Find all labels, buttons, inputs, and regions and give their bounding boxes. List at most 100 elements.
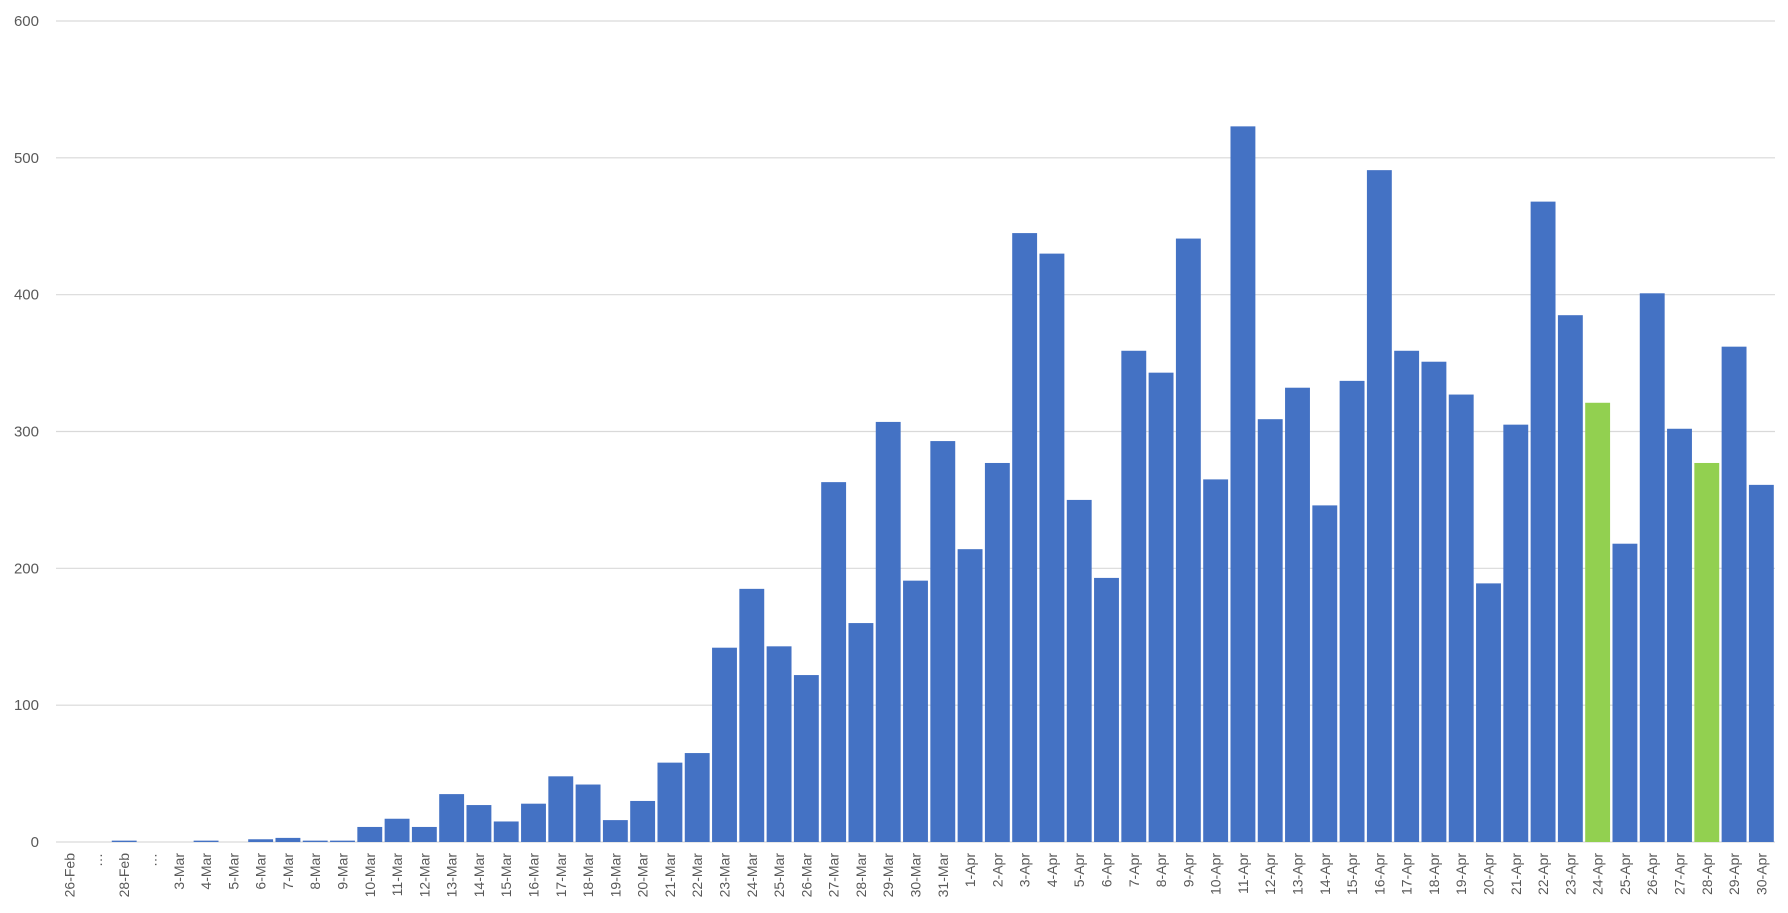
bar-9-Apr <box>1175 238 1201 842</box>
bar-4-Apr <box>1039 253 1065 842</box>
y-axis-tick-labels: 0 100 200 300 400 500 600 <box>14 13 39 851</box>
x-tick-label: 13-Mar <box>444 853 460 898</box>
bar-3-Apr <box>1012 233 1038 842</box>
bar-7-Mar <box>275 837 301 842</box>
bar-29-Apr <box>1721 346 1747 842</box>
x-tick-label: 30-Mar <box>908 853 924 898</box>
x-tick-label: 25-Apr <box>1617 853 1633 895</box>
y-tick-label: 500 <box>14 150 39 167</box>
bar-16-Mar <box>521 803 546 842</box>
bar-7-Apr <box>1121 350 1147 842</box>
x-tick-label: 7-Apr <box>1126 853 1142 888</box>
bar-11-Apr <box>1230 126 1256 842</box>
bar-6-Apr <box>1094 577 1119 842</box>
x-tick-label: 22-Apr <box>1535 853 1551 895</box>
bar-27-Apr <box>1667 428 1692 842</box>
x-tick-label: 3-Mar <box>171 853 187 890</box>
bar-23-Apr <box>1557 315 1583 843</box>
x-tick-label: 29-Mar <box>880 853 896 898</box>
x-tick-label: 26-Apr <box>1644 853 1660 895</box>
bar-10-Mar <box>357 826 383 842</box>
bar-14-Mar <box>466 805 492 842</box>
x-tick-label: 24-Mar <box>744 853 760 898</box>
x-tick-label: 8-Mar <box>307 853 323 890</box>
x-tick-label: … <box>144 853 160 867</box>
x-tick-label: 4-Mar <box>198 853 214 890</box>
x-tick-label: 13-Apr <box>1290 853 1306 895</box>
x-tick-label: 31-Mar <box>935 853 951 898</box>
x-tick-label: 30-Apr <box>1753 853 1769 895</box>
x-tick-label: 27-Apr <box>1672 853 1688 895</box>
x-tick-label: 6-Apr <box>1099 853 1115 888</box>
x-tick-label: 16-Mar <box>526 853 542 898</box>
bar-21-Apr <box>1503 424 1529 842</box>
x-tick-label: 20-Apr <box>1481 853 1497 895</box>
bar-30-Mar <box>903 580 928 842</box>
x-tick-label: 26-Feb <box>62 853 78 898</box>
x-axis-tick-labels: 26-Feb … 28-Feb … 3-Mar 4-Mar 5-Mar 6-Mar 7-Mar 8… <box>62 853 1770 898</box>
bar-24-Mar <box>739 588 765 842</box>
bar-2-Apr <box>984 462 1010 842</box>
bar-11-Mar <box>384 818 410 842</box>
bar-27-Mar <box>821 482 847 842</box>
bar-8-Mar <box>302 840 328 842</box>
bar-9-Mar <box>330 840 355 842</box>
bar-12-Apr <box>1257 419 1283 842</box>
bar-19-Mar <box>602 820 628 842</box>
x-tick-label: 6-Mar <box>253 853 269 890</box>
bar-22-Apr <box>1530 201 1556 842</box>
x-tick-label: 10-Mar <box>362 853 378 898</box>
bars <box>111 126 1774 843</box>
x-tick-label: 24-Apr <box>1590 853 1606 895</box>
y-tick-label: 600 <box>14 13 39 30</box>
x-tick-label: 8-Apr <box>1153 853 1169 888</box>
x-tick-label: 17-Apr <box>1399 853 1415 895</box>
bar-13-Apr <box>1285 387 1310 842</box>
x-tick-label: 1-Apr <box>962 853 978 888</box>
gridlines <box>56 20 1775 843</box>
bar-4-Mar <box>193 840 219 842</box>
x-tick-label: 21-Apr <box>1508 853 1524 895</box>
x-tick-label: 14-Apr <box>1317 853 1333 895</box>
x-tick-label: 25-Mar <box>771 853 787 898</box>
bar-21-Mar <box>657 762 683 842</box>
x-tick-label: 2-Apr <box>989 853 1005 888</box>
y-tick-label: 100 <box>14 697 39 714</box>
x-tick-label: 26-Mar <box>798 853 814 898</box>
x-tick-label: 17-Mar <box>553 853 569 898</box>
bar-16-Apr <box>1366 170 1392 843</box>
bar-19-Apr <box>1448 394 1474 842</box>
x-tick-label: 28-Apr <box>1699 853 1715 895</box>
bar-18-Mar <box>575 784 601 842</box>
bar-30-Apr <box>1748 484 1774 842</box>
x-tick-label: 18-Apr <box>1426 853 1442 895</box>
x-tick-label: 18-Mar <box>580 853 596 898</box>
x-tick-label: 16-Apr <box>1371 853 1387 895</box>
bar-25-Mar <box>766 646 792 842</box>
x-tick-label: … <box>89 853 105 867</box>
x-tick-label: 4-Apr <box>1044 853 1060 888</box>
bar-28-Feb <box>111 840 137 842</box>
bar-22-Mar <box>684 753 710 842</box>
x-tick-label: 23-Mar <box>717 853 733 898</box>
x-tick-label: 20-Mar <box>635 853 651 898</box>
x-tick-label: 5-Apr <box>1071 853 1087 888</box>
bar-23-Mar <box>712 647 737 842</box>
x-tick-label: 21-Mar <box>662 853 678 898</box>
bar-31-Mar <box>930 441 956 842</box>
x-tick-label: 28-Feb <box>116 853 132 898</box>
x-tick-label: 28-Mar <box>853 853 869 898</box>
bar-6-Mar <box>248 839 274 842</box>
x-tick-label: 9-Apr <box>1180 853 1196 888</box>
x-tick-label: 23-Apr <box>1562 853 1578 895</box>
x-tick-label: 12-Mar <box>416 853 432 898</box>
bar-5-Apr <box>1066 499 1092 842</box>
bar-20-Apr <box>1476 583 1501 842</box>
bar-13-Mar <box>439 794 465 842</box>
x-tick-label: 11-Mar <box>389 853 405 897</box>
x-tick-label: 15-Mar <box>498 853 514 898</box>
bar-29-Mar <box>875 421 901 842</box>
x-tick-label: 9-Mar <box>335 853 351 890</box>
x-tick-label: 5-Mar <box>225 853 241 890</box>
bar-24-Apr <box>1585 402 1611 842</box>
